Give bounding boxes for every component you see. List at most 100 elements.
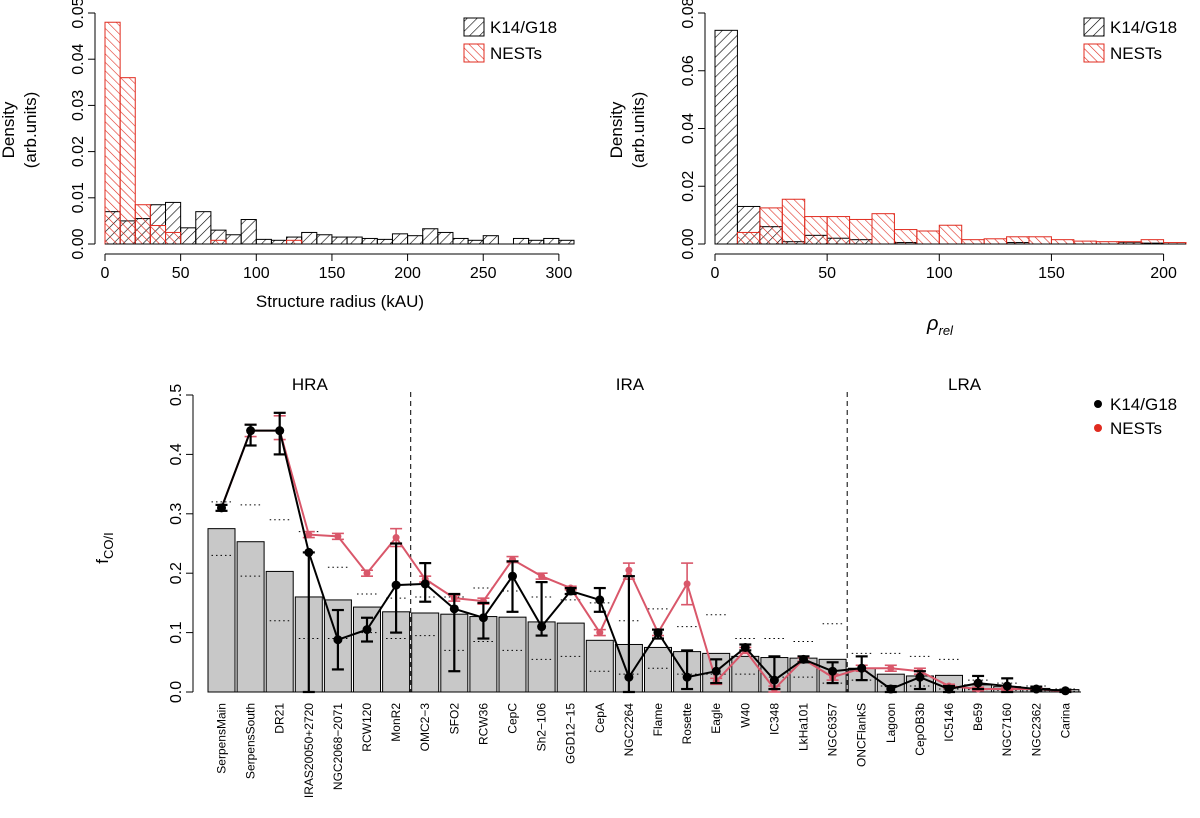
histogram-bar xyxy=(512,237,530,245)
x-axis-label: ρrel xyxy=(926,313,954,338)
y-axis-label-units: (arb.units) xyxy=(629,92,648,169)
data-point xyxy=(740,642,750,652)
data-point xyxy=(217,503,226,513)
category-label: SerpensMain xyxy=(215,703,229,774)
data-point xyxy=(391,580,401,590)
histogram-bar xyxy=(736,231,761,245)
category-bar xyxy=(411,612,440,693)
histogram-bar xyxy=(759,207,783,245)
y-tick-label: 0.5 xyxy=(168,384,185,406)
data-point xyxy=(275,426,285,436)
legend: K14/G18 NESTs xyxy=(463,17,557,63)
category-label: Rosette xyxy=(680,703,694,745)
y-tick-label: 0.02 xyxy=(70,136,87,167)
data-point xyxy=(362,625,372,635)
data-point xyxy=(653,628,663,638)
category-label: NGC7160 xyxy=(1000,703,1014,757)
data-point xyxy=(857,663,867,673)
region-dividers xyxy=(410,392,848,692)
category-label: W40 xyxy=(738,703,752,728)
radius-histogram: 0.00 0.01 0.02 0.03 0.04 0.05 0 50 100 150 200 250… xyxy=(0,0,575,311)
category-label: Be59 xyxy=(971,703,985,731)
legend-label-k14: K14/G18 xyxy=(490,18,557,37)
histogram-bar xyxy=(938,224,963,245)
y-tick-label: 0.00 xyxy=(680,228,697,259)
y-tick-label: 0.0 xyxy=(168,681,185,703)
data-point xyxy=(887,664,895,672)
data-point xyxy=(624,672,634,682)
data-point xyxy=(508,571,517,581)
category-label: LkHa101 xyxy=(797,703,811,751)
region-labels: HRA IRA LRA xyxy=(292,375,982,394)
category-label: CepOB3b xyxy=(913,703,927,756)
data-point xyxy=(944,684,954,694)
data-point xyxy=(246,426,256,436)
y-tick-label: 0.4 xyxy=(168,443,185,465)
y-axis: 0.00 0.02 0.04 0.06 0.08 xyxy=(680,0,706,260)
category-label: Lagoon xyxy=(884,703,898,743)
data-point xyxy=(828,666,838,676)
histogram-bar xyxy=(1028,236,1052,245)
y-tick-label: 0.04 xyxy=(680,113,697,144)
category-labels: SerpensMain SerpensSouth DR21 IRAS20050+272… xyxy=(215,703,1073,798)
category-label: Sh2−106 xyxy=(535,703,549,752)
y-axis-label: Density xyxy=(607,101,626,158)
category-bar xyxy=(265,570,294,693)
x-tick-label: 200 xyxy=(1150,265,1177,282)
histogram-bar xyxy=(225,234,242,245)
histogram-bar xyxy=(849,218,873,245)
category-label: RCW36 xyxy=(476,703,490,745)
legend: K14/G18 NESTs xyxy=(1094,395,1177,438)
x-tick-label: 50 xyxy=(172,265,190,282)
histogram-bar xyxy=(826,216,851,245)
data-point xyxy=(625,566,633,574)
x-tick-label: 50 xyxy=(818,265,836,282)
category-label: NGC6357 xyxy=(826,703,840,757)
y-axis-label: fCO/I xyxy=(93,532,116,563)
category-label: IC348 xyxy=(767,703,781,735)
histogram-bar xyxy=(983,238,1008,245)
histogram-bar xyxy=(119,77,136,245)
data-point xyxy=(305,531,313,539)
y-tick-label: 0.06 xyxy=(680,55,697,86)
data-point xyxy=(1002,681,1012,691)
category-label: SerpensSouth xyxy=(244,703,258,779)
y-tick-label: 0.2 xyxy=(168,562,185,584)
x-axis-label-symbol: ρ xyxy=(926,313,938,335)
data-point xyxy=(886,684,896,694)
x-tick-label: 300 xyxy=(546,265,573,282)
histogram-bar xyxy=(1006,236,1030,245)
y-axis-label-units: (arb.units) xyxy=(21,92,40,169)
category-bar xyxy=(585,639,614,693)
histogram-bar xyxy=(452,237,469,245)
y-tick-label: 0.01 xyxy=(70,182,87,213)
data-point xyxy=(769,675,779,685)
y-tick-label: 0.1 xyxy=(168,621,185,643)
category-bar xyxy=(236,541,265,693)
x-tick-label: 0 xyxy=(711,265,720,282)
legend-label-nests: NESTs xyxy=(1110,44,1162,63)
histogram-bar xyxy=(301,231,318,245)
data-point xyxy=(915,672,925,682)
category-label: Flame xyxy=(651,703,665,737)
histogram-bar xyxy=(376,238,393,245)
histogram-bar xyxy=(781,198,806,245)
region-label: HRA xyxy=(292,375,329,394)
legend-swatch-nests xyxy=(463,43,485,63)
data-point xyxy=(1060,686,1070,696)
histogram-bar xyxy=(558,239,575,245)
histogram-bar xyxy=(961,239,985,245)
category-bar xyxy=(207,528,236,693)
y-tick-label: 0.00 xyxy=(70,228,87,259)
legend-swatch-k14 xyxy=(463,17,485,37)
category-bar xyxy=(498,616,527,693)
data-point xyxy=(973,678,983,688)
legend-swatch-nests xyxy=(1083,43,1105,63)
category-label: SFO2 xyxy=(447,703,461,735)
legend-label-nests: NESTs xyxy=(1110,419,1162,438)
histogram-bar xyxy=(543,237,560,245)
region-label: IRA xyxy=(616,375,645,394)
histogram-bar xyxy=(1140,239,1165,245)
category-bar xyxy=(556,622,585,693)
data-point xyxy=(595,595,605,605)
